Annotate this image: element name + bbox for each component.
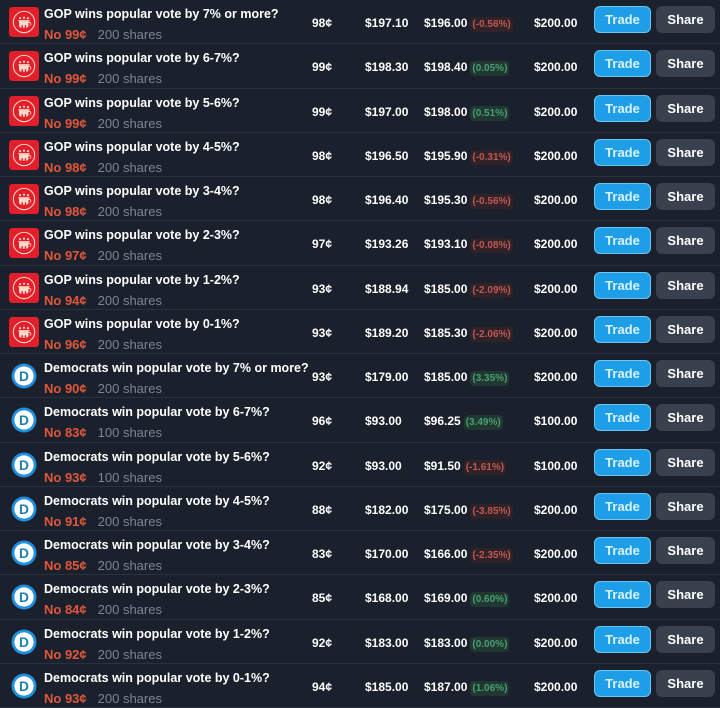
svg-text:D: D [19, 590, 29, 605]
svg-text:D: D [19, 457, 29, 472]
svg-text:D: D [19, 369, 29, 384]
svg-text:D: D [19, 502, 29, 517]
svg-text:D: D [19, 634, 29, 649]
svg-text:D: D [19, 679, 29, 694]
svg-text:D: D [19, 546, 29, 561]
svg-text:D: D [19, 413, 29, 428]
